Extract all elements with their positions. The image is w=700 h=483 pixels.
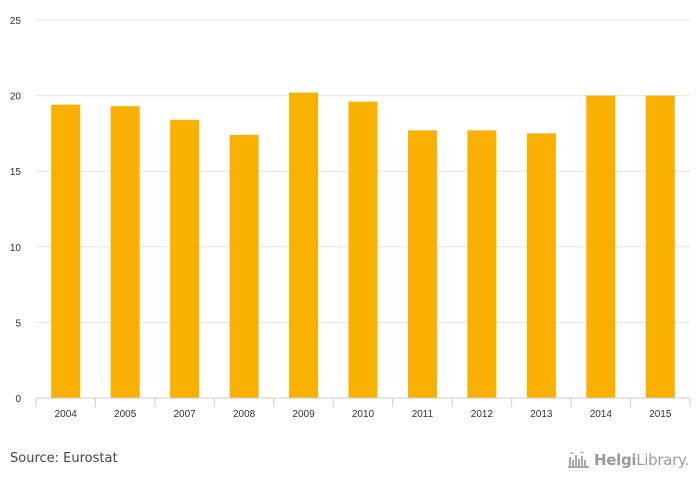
x-tick-label: 2011 (412, 409, 434, 420)
bar-2005[interactable] (110, 106, 140, 399)
x-tick-label: 2012 (471, 409, 494, 420)
bar-2010[interactable] (348, 101, 378, 398)
source-note: Source: Eurostat (10, 451, 118, 466)
bar-2013[interactable] (526, 133, 556, 398)
x-tick-label: 2009 (292, 409, 315, 420)
bar-2004[interactable] (51, 104, 81, 398)
y-tick-label: 10 (10, 243, 22, 254)
helgi-library-logo[interactable]: HelgiLibrary. (568, 449, 689, 471)
y-tick-label: 20 (10, 92, 22, 103)
x-tick-label: 2004 (55, 409, 78, 420)
helgi-library-castle-icon (568, 451, 589, 468)
bar-2014[interactable] (586, 95, 616, 398)
y-tick-label: 25 (10, 16, 22, 27)
x-tick-label: 2005 (114, 409, 137, 420)
bar-2007[interactable] (170, 119, 200, 399)
y-axis-ticks: 0 5 10 15 20 25 (10, 16, 22, 405)
logo-text: HelgiLibrary. (594, 451, 689, 469)
bars (51, 92, 675, 399)
y-tick-label: 15 (10, 167, 22, 178)
bar-2012[interactable] (467, 130, 497, 398)
logo-text-part2: Library. (636, 451, 689, 469)
x-axis-ticks: 2004 2005 2007 2008 2009 2010 2011 2012 2013 2014… (35, 398, 691, 420)
y-tick-label: 0 (15, 394, 21, 405)
x-tick-label: 2015 (649, 409, 672, 420)
y-tick-label: 5 (15, 318, 21, 329)
bar-2008[interactable] (229, 134, 259, 399)
bar-2009[interactable] (289, 92, 319, 399)
x-tick-label: 2010 (352, 409, 375, 420)
logo-text-part1: Helgi (594, 451, 637, 469)
x-tick-label: 2007 (174, 409, 197, 420)
x-tick-label: 2013 (530, 409, 553, 420)
x-tick-label: 2008 (233, 409, 256, 420)
bar-2011[interactable] (407, 130, 437, 398)
bar-2015[interactable] (645, 95, 675, 398)
x-tick-label: 2014 (590, 409, 613, 420)
